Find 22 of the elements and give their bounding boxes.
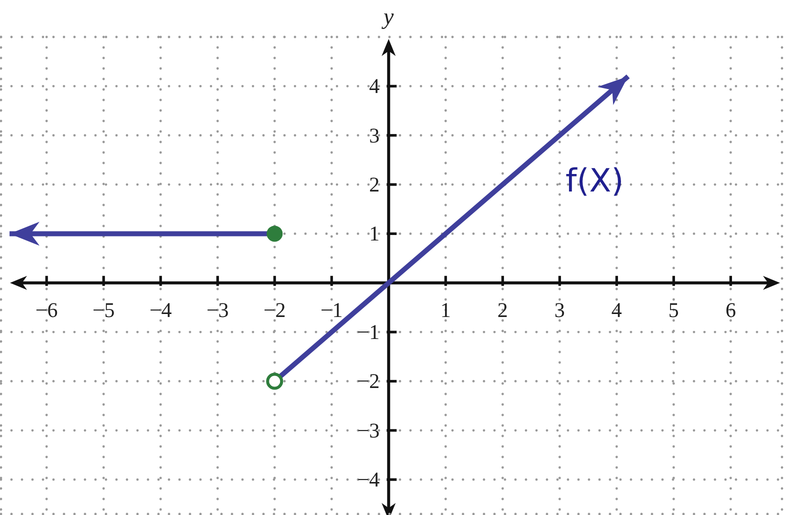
x-tick-label: −1 [320,298,343,322]
x-tick-label: 1 [440,298,451,322]
x-tick-label: −2 [263,298,286,322]
x-tick-label: −3 [206,298,229,322]
x-tick-label: −6 [35,298,58,322]
x-tick-label: 2 [497,298,508,322]
x-tick-label: −5 [92,298,115,322]
x-tick-label: −4 [149,298,172,322]
x-tick-label: 3 [554,298,565,322]
y-axis-title: y [382,4,395,29]
y-tick-label: −2 [357,369,380,394]
series-label: f(X) [566,161,624,200]
y-tick-label: 1 [369,222,380,246]
y-tick-label: 4 [369,74,380,98]
y-tick-label: −3 [357,418,380,442]
y-tick-label: −1 [357,320,380,344]
x-tick-label: 4 [611,298,622,322]
y-tick-label: −4 [357,468,380,492]
x-tick-label: 5 [668,298,679,322]
y-tick-label: 2 [369,172,380,197]
x-tick-label: 6 [725,298,736,322]
y-tick-label: 3 [369,123,380,148]
